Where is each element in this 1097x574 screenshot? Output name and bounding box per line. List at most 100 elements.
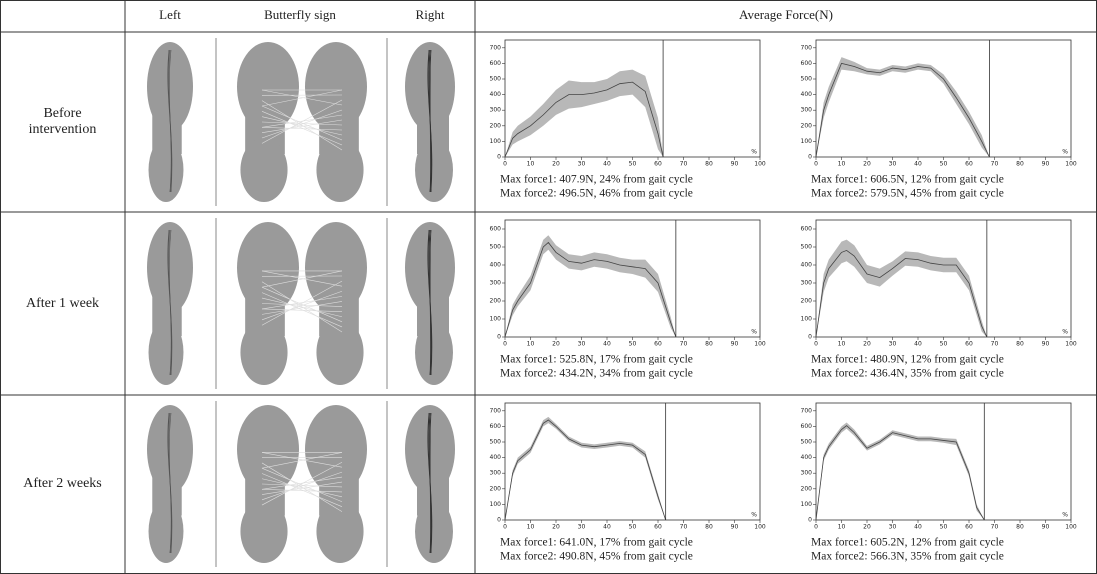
plot-frame (504, 219, 761, 338)
x-tick-label: 60 (965, 524, 973, 531)
chart-caption: Max force1: 407.9N, 24% from gait cycle (500, 174, 693, 186)
y-tick-label: 400 (490, 262, 502, 269)
row-label-box: Before intervention (29, 106, 97, 137)
x-tick-label: 0 (814, 161, 818, 168)
butterfly-trace (261, 114, 343, 128)
heel (240, 319, 288, 385)
x-axis-label: % (1062, 149, 1068, 156)
butterfly-trace (261, 452, 343, 468)
butterfly-trace (261, 452, 343, 469)
plot-frame (815, 402, 1072, 521)
butterfly-trace (261, 121, 343, 126)
butterfly-trace (261, 89, 343, 106)
x-tick-label: 60 (654, 524, 662, 531)
chart-caption: Max force2: 579.5N, 45% from gait cycle (811, 188, 1004, 200)
y-tick-label: 700 (490, 407, 502, 414)
chart-caption: Max force2: 496.5N, 46% from gait cycle (500, 188, 693, 200)
x-tick-label: 90 (731, 524, 739, 531)
y-tick-label: 500 (801, 76, 813, 83)
butterfly-trace (261, 280, 343, 326)
x-tick-label: 0 (503, 341, 507, 348)
x-tick-label: 90 (731, 341, 739, 348)
y-tick-label: 100 (801, 138, 813, 145)
heel (148, 319, 184, 385)
x-tick-label: 50 (629, 161, 637, 168)
plot-frame (815, 219, 1072, 338)
y-tick-label: 700 (490, 44, 502, 51)
butterfly-trace (261, 462, 343, 512)
butterfly-trace (261, 270, 343, 287)
x-tick-label: 60 (965, 161, 973, 168)
footprint (405, 222, 455, 385)
x-tick-label: 0 (503, 161, 507, 168)
header-cell: Left (159, 7, 181, 22)
x-tick-label: 70 (991, 341, 999, 348)
mean-force-line (504, 81, 664, 158)
mean-force-line (504, 419, 667, 521)
y-tick-label: 500 (490, 76, 502, 83)
y-tick-label: 600 (801, 60, 813, 67)
x-tick-label: 20 (552, 524, 560, 531)
y-tick-label: 600 (490, 60, 502, 67)
chart-caption: Max force1: 641.0N, 17% from gait cycle (500, 537, 693, 549)
butterfly-trace (261, 467, 343, 503)
y-tick-label: 200 (490, 298, 502, 305)
x-tick-label: 40 (603, 161, 611, 168)
x-tick-label: 10 (527, 341, 535, 348)
x-tick-label: 30 (889, 161, 897, 168)
x-tick-label: 50 (629, 341, 637, 348)
butterfly-trace (261, 105, 343, 141)
chart-caption: Max force2: 434.2N, 34% from gait cycle (500, 368, 693, 380)
sd-band (816, 57, 990, 157)
y-tick-label: 400 (801, 91, 813, 98)
cop-trace (429, 412, 432, 554)
butterfly-trace (261, 483, 343, 488)
chart-caption: Max force1: 525.8N, 17% from gait cycle (500, 354, 693, 366)
y-tick-label: 100 (490, 501, 502, 508)
y-tick-label: 0 (808, 517, 812, 524)
butterfly-trace (261, 290, 343, 321)
x-tick-label: 80 (1016, 161, 1024, 168)
y-tick-label: 500 (801, 244, 813, 251)
x-tick-label: 40 (603, 341, 611, 348)
x-axis-label: % (751, 329, 757, 336)
y-tick-label: 600 (490, 226, 502, 233)
chart-caption: Max force1: 606.5N, 12% from gait cycle (811, 174, 1004, 186)
x-tick-label: 70 (680, 524, 688, 531)
x-tick-label: 10 (838, 341, 846, 348)
x-tick-label: 90 (731, 161, 739, 168)
heel (240, 138, 288, 202)
y-tick-label: 300 (490, 107, 502, 114)
x-tick-label: 30 (889, 341, 897, 348)
butterfly-trace (261, 297, 343, 318)
x-tick-label: 30 (889, 524, 897, 531)
sd-band (505, 416, 666, 520)
row-label-box: After 2 weeks (23, 476, 102, 491)
x-tick-label: 100 (754, 161, 766, 168)
x-tick-label: 40 (603, 524, 611, 531)
butterfly-trace (261, 478, 343, 498)
butterfly-trace (261, 308, 343, 312)
chart-caption: Max force1: 605.2N, 12% from gait cycle (811, 537, 1004, 549)
chart-caption: Max force2: 490.8N, 45% from gait cycle (500, 551, 693, 563)
y-tick-label: 100 (490, 316, 502, 323)
plot-frame (815, 39, 1072, 158)
butterfly-trace (261, 462, 343, 506)
x-tick-label: 0 (503, 524, 507, 531)
cop-trace (429, 49, 432, 193)
butterfly-trace (261, 99, 343, 144)
x-tick-label: 100 (1065, 341, 1077, 348)
y-tick-label: 100 (490, 138, 502, 145)
y-tick-label: 0 (497, 154, 501, 161)
y-tick-label: 300 (801, 280, 813, 287)
y-tick-label: 300 (490, 470, 502, 477)
footprint (147, 222, 193, 385)
x-tick-label: 70 (680, 341, 688, 348)
x-tick-label: 80 (1016, 341, 1024, 348)
x-tick-label: 90 (1042, 341, 1050, 348)
butterfly-trace (261, 127, 343, 131)
y-tick-label: 200 (801, 485, 813, 492)
x-tick-label: 60 (654, 341, 662, 348)
butterfly-trace (261, 286, 343, 323)
